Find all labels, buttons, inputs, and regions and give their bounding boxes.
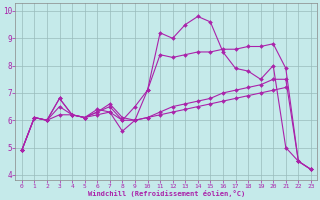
X-axis label: Windchill (Refroidissement éolien,°C): Windchill (Refroidissement éolien,°C) xyxy=(88,190,245,197)
